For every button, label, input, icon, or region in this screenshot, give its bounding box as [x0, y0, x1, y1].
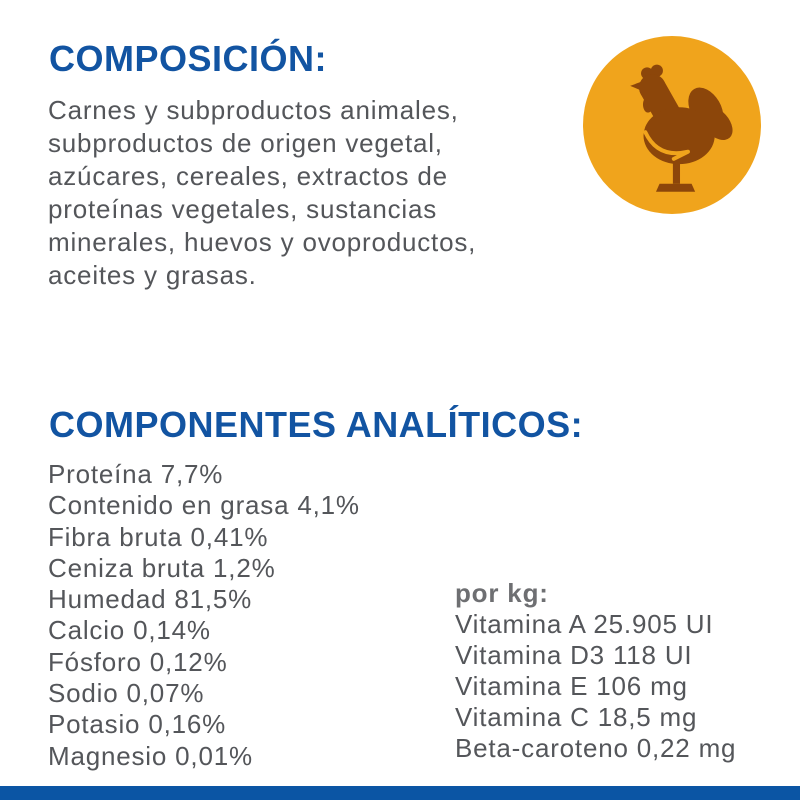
analytical-item: Calcio 0,14%: [48, 615, 211, 646]
per-kg-list: Vitamina A 25.905 UI Vitamina D3 118 UI Vi…: [455, 609, 736, 764]
composition-body-line: proteínas vegetales, sustancias: [48, 194, 438, 224]
composition-body: Carnes y subproductos animales, subproduc…: [48, 94, 476, 292]
analytical-item: Contenido en grasa 4,1%: [48, 490, 360, 521]
per-kg-item: Vitamina A 25.905 UI: [455, 609, 714, 639]
analytical-item: Fibra bruta 0,41%: [48, 521, 269, 552]
analytical-list: Proteína 7,7% Contenido en grasa 4,1% Fibr…: [48, 459, 360, 772]
chicken-icon: [583, 36, 761, 214]
per-kg-label: por kg:: [455, 578, 549, 608]
analytical-item: Potasio 0,16%: [48, 709, 227, 740]
composition-body-line: aceites y grasas.: [48, 260, 257, 290]
analytical-item: Humedad 81,5%: [48, 584, 253, 615]
analytical-item: Sodio 0,07%: [48, 678, 205, 709]
composition-body-line: minerales, huevos y ovoproductos,: [48, 227, 477, 257]
per-kg-item: Vitamina E 106 mg: [455, 671, 688, 701]
analytical-title: COMPONENTES ANALÍTICOS:: [49, 404, 584, 445]
analytical-item: Magnesio 0,01%: [48, 740, 253, 771]
per-kg-item: Beta-caroteno 0,22 mg: [455, 733, 737, 763]
composition-body-line: azúcares, cereales, extractos de: [48, 161, 448, 191]
analytical-item: Fósforo 0,12%: [48, 646, 228, 677]
per-kg-block: por kg: Vitamina A 25.905 UI Vitamina D3 …: [455, 578, 736, 764]
composition-body-line: subproductos de origen vegetal,: [48, 128, 443, 158]
analytical-item: Ceniza bruta 1,2%: [48, 552, 276, 583]
composition-title: COMPOSICIÓN:: [49, 38, 328, 79]
composition-body-line: Carnes y subproductos animales,: [48, 95, 459, 125]
analytical-item: Proteína 7,7%: [48, 459, 224, 489]
bottom-accent-bar: [0, 786, 800, 800]
chicken-icon-svg: [583, 36, 761, 214]
per-kg-item: Vitamina C 18,5 mg: [455, 702, 698, 732]
per-kg-item: Vitamina D3 118 UI: [455, 640, 693, 670]
